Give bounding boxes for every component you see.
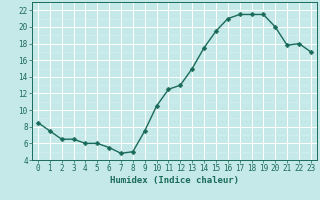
X-axis label: Humidex (Indice chaleur): Humidex (Indice chaleur) [110, 176, 239, 185]
